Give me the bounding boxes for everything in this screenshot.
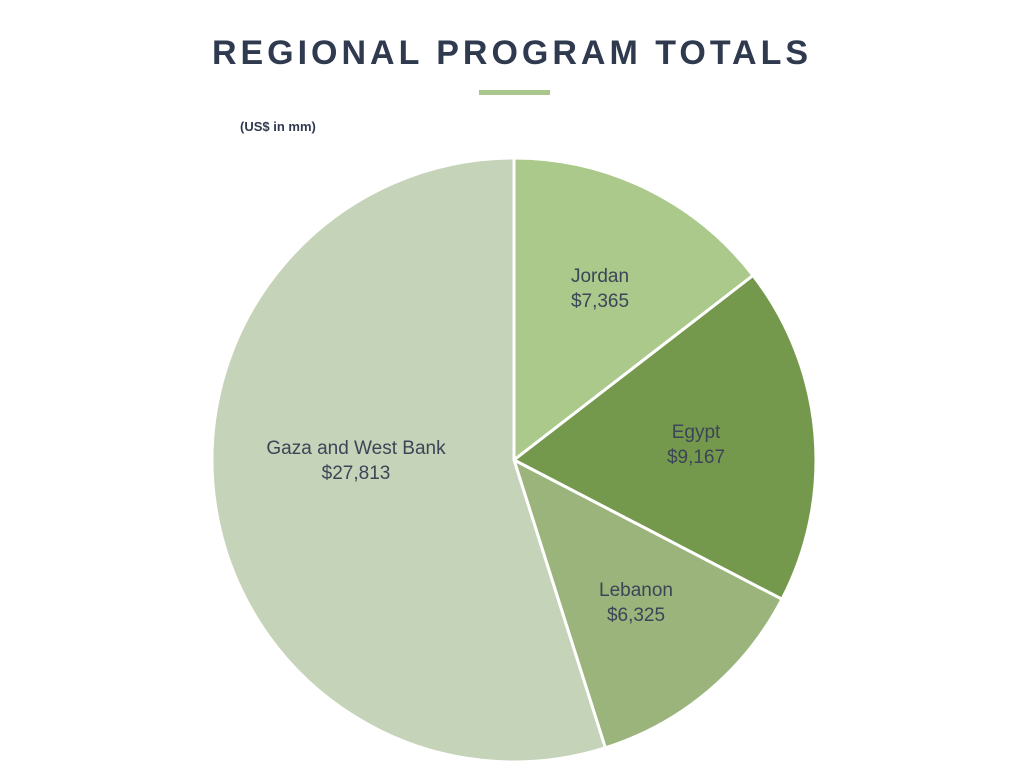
title-underline xyxy=(479,90,550,95)
slice-name-jordan: Jordan xyxy=(571,266,629,287)
pie-slice-gaza-and-west-bank xyxy=(210,156,608,764)
slice-value-gaza-and-west-bank: $27,813 xyxy=(322,463,391,484)
slice-value-lebanon: $6,325 xyxy=(607,605,665,626)
units-note: (US$ in mm) xyxy=(240,119,316,134)
slice-name-egypt: Egypt xyxy=(672,422,721,443)
pie-labels: Jordan $7,365 Egypt $9,167 Lebanon $6,325 Gaza… xyxy=(266,266,725,626)
chart-title: REGIONAL PROGRAM TOTALS xyxy=(211,34,813,72)
pie-slices xyxy=(210,156,818,764)
pie-slice-egypt xyxy=(511,273,818,602)
slice-name-gaza-and-west-bank: Gaza and West Bank xyxy=(266,438,446,459)
slice-name-lebanon: Lebanon xyxy=(599,580,673,601)
slice-value-egypt: $9,167 xyxy=(667,447,725,468)
pie-slice-lebanon xyxy=(511,456,785,750)
pie-slice-jordan xyxy=(512,156,756,464)
slice-value-jordan: $7,365 xyxy=(571,291,629,312)
